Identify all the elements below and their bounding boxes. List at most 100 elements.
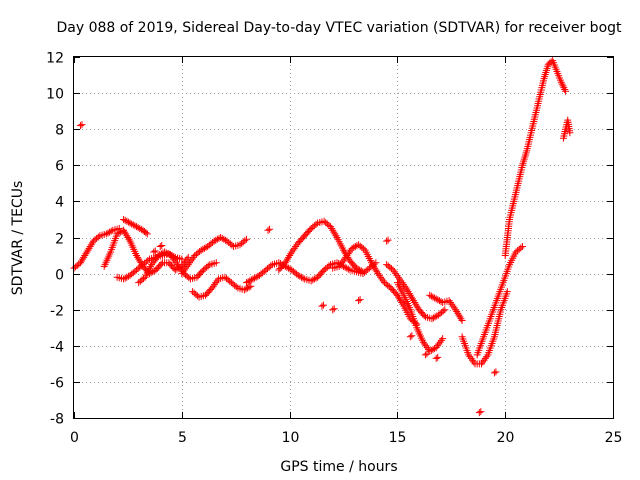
y-tick-label: -2: [50, 304, 64, 320]
y-tick-label: 6: [55, 159, 64, 175]
data-point: [373, 268, 381, 276]
data-point: [151, 247, 159, 255]
data-point: [319, 301, 327, 309]
data-point: [175, 264, 183, 272]
data-point: [340, 246, 347, 254]
data-point: [200, 244, 208, 252]
data-point: [406, 291, 414, 299]
data-point: [120, 215, 128, 223]
data-point: [387, 265, 395, 273]
data-point: [211, 280, 219, 288]
data-point: [355, 297, 363, 305]
data-point: [199, 245, 207, 253]
data-point: [240, 286, 248, 294]
data-point: [150, 248, 158, 256]
data-point: [294, 271, 302, 279]
data-point: [154, 252, 162, 260]
data-point: [186, 259, 194, 267]
data-point: [241, 237, 249, 245]
data-point: [331, 230, 339, 238]
data-point: [344, 250, 352, 258]
data-point: [408, 295, 416, 303]
data-point: [182, 264, 190, 272]
data-point: [184, 261, 192, 269]
data-point: [559, 82, 567, 90]
data-point: [84, 246, 92, 254]
data-point: [264, 226, 272, 234]
data-point: [136, 224, 144, 232]
data-point: [384, 236, 392, 244]
data-point: [330, 228, 338, 236]
data-point: [394, 273, 402, 281]
data-point: [402, 284, 410, 292]
data-point: [121, 216, 129, 224]
data-point: [267, 262, 275, 270]
y-tick-label: 8: [55, 123, 64, 139]
data-point: [356, 296, 364, 304]
data-point: [354, 265, 362, 273]
data-point: [422, 342, 430, 350]
data-point: [467, 354, 475, 362]
x-tick-label: 0: [70, 430, 79, 446]
data-point: [412, 300, 420, 308]
data-point: [408, 332, 416, 340]
data-point: [350, 243, 358, 251]
data-point: [156, 251, 164, 259]
data-point: [121, 274, 129, 282]
y-tick-label: -6: [50, 376, 64, 392]
data-point: [436, 338, 444, 346]
y-tick-label: 4: [55, 195, 64, 211]
data-point: [126, 219, 134, 227]
data-point: [368, 259, 376, 267]
data-point: [143, 230, 151, 238]
data-point: [212, 259, 220, 267]
data-point: [458, 317, 466, 325]
data-point: [76, 259, 84, 267]
data-point: [470, 358, 478, 366]
data-point: [94, 233, 102, 241]
data-point: [435, 340, 443, 348]
data-point: [115, 229, 123, 237]
y-axis-label: SDTVAR / TECUs: [10, 181, 26, 296]
data-point: [335, 262, 343, 270]
data-point: [147, 269, 155, 277]
data-point: [76, 122, 84, 130]
data-point: [375, 271, 383, 279]
data-point: [113, 230, 121, 238]
axis-ticks: 0 5 10 15 20 25 -8 -6 -4 -2 0 2 4 6 8 10 12: [46, 51, 622, 447]
data-point: [397, 277, 405, 285]
data-point: [446, 298, 454, 306]
data-point: [123, 273, 131, 281]
data-point: [481, 354, 489, 362]
data-point: [374, 270, 382, 278]
data-point: [81, 252, 89, 260]
data-point: [150, 257, 158, 265]
data-point: [156, 243, 164, 251]
data-point: [133, 223, 141, 231]
data-point: [340, 255, 348, 263]
data-point: [560, 84, 568, 92]
data-point: [149, 268, 157, 276]
data-point: [148, 261, 156, 269]
data-point: [312, 220, 320, 228]
data-point: [378, 275, 386, 283]
data-point: [379, 277, 387, 285]
data-point: [168, 253, 176, 261]
data-point: [558, 80, 566, 88]
data-point: [82, 250, 90, 258]
data-point: [341, 263, 349, 271]
data-point: [356, 266, 364, 274]
data-point: [336, 261, 344, 269]
data-point: [477, 408, 485, 416]
data-point: [193, 292, 201, 300]
data-point: [450, 304, 458, 312]
data-point: [232, 283, 240, 291]
data-point: [289, 246, 297, 254]
data-point: [477, 360, 485, 368]
data-point: [483, 353, 491, 361]
data-point: [244, 278, 252, 286]
data-point: [396, 295, 404, 303]
data-point: [247, 276, 255, 284]
data-point: [145, 270, 153, 278]
